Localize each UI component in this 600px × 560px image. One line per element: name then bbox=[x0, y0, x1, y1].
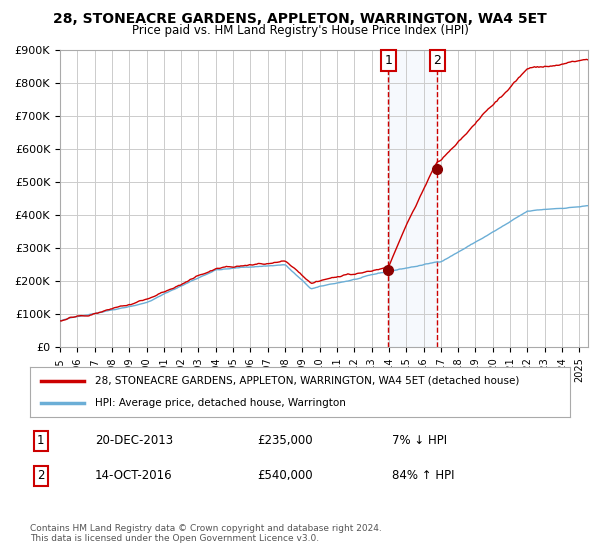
Text: Price paid vs. HM Land Registry's House Price Index (HPI): Price paid vs. HM Land Registry's House … bbox=[131, 24, 469, 37]
Text: 28, STONEACRE GARDENS, APPLETON, WARRINGTON, WA4 5ET (detached house): 28, STONEACRE GARDENS, APPLETON, WARRING… bbox=[95, 376, 519, 386]
Text: 28, STONEACRE GARDENS, APPLETON, WARRINGTON, WA4 5ET: 28, STONEACRE GARDENS, APPLETON, WARRING… bbox=[53, 12, 547, 26]
Text: 1: 1 bbox=[37, 434, 44, 447]
Text: 84% ↑ HPI: 84% ↑ HPI bbox=[392, 469, 454, 482]
Text: 2: 2 bbox=[433, 54, 441, 67]
Text: 14-OCT-2016: 14-OCT-2016 bbox=[95, 469, 172, 482]
Text: HPI: Average price, detached house, Warrington: HPI: Average price, detached house, Warr… bbox=[95, 398, 346, 408]
Text: Contains HM Land Registry data © Crown copyright and database right 2024.
This d: Contains HM Land Registry data © Crown c… bbox=[30, 524, 382, 543]
Text: 2: 2 bbox=[37, 469, 44, 482]
Text: £235,000: £235,000 bbox=[257, 434, 313, 447]
Text: 1: 1 bbox=[385, 54, 392, 67]
Text: 20-DEC-2013: 20-DEC-2013 bbox=[95, 434, 173, 447]
Text: £540,000: £540,000 bbox=[257, 469, 313, 482]
Bar bbox=[388, 50, 437, 347]
Text: 7% ↓ HPI: 7% ↓ HPI bbox=[392, 434, 447, 447]
